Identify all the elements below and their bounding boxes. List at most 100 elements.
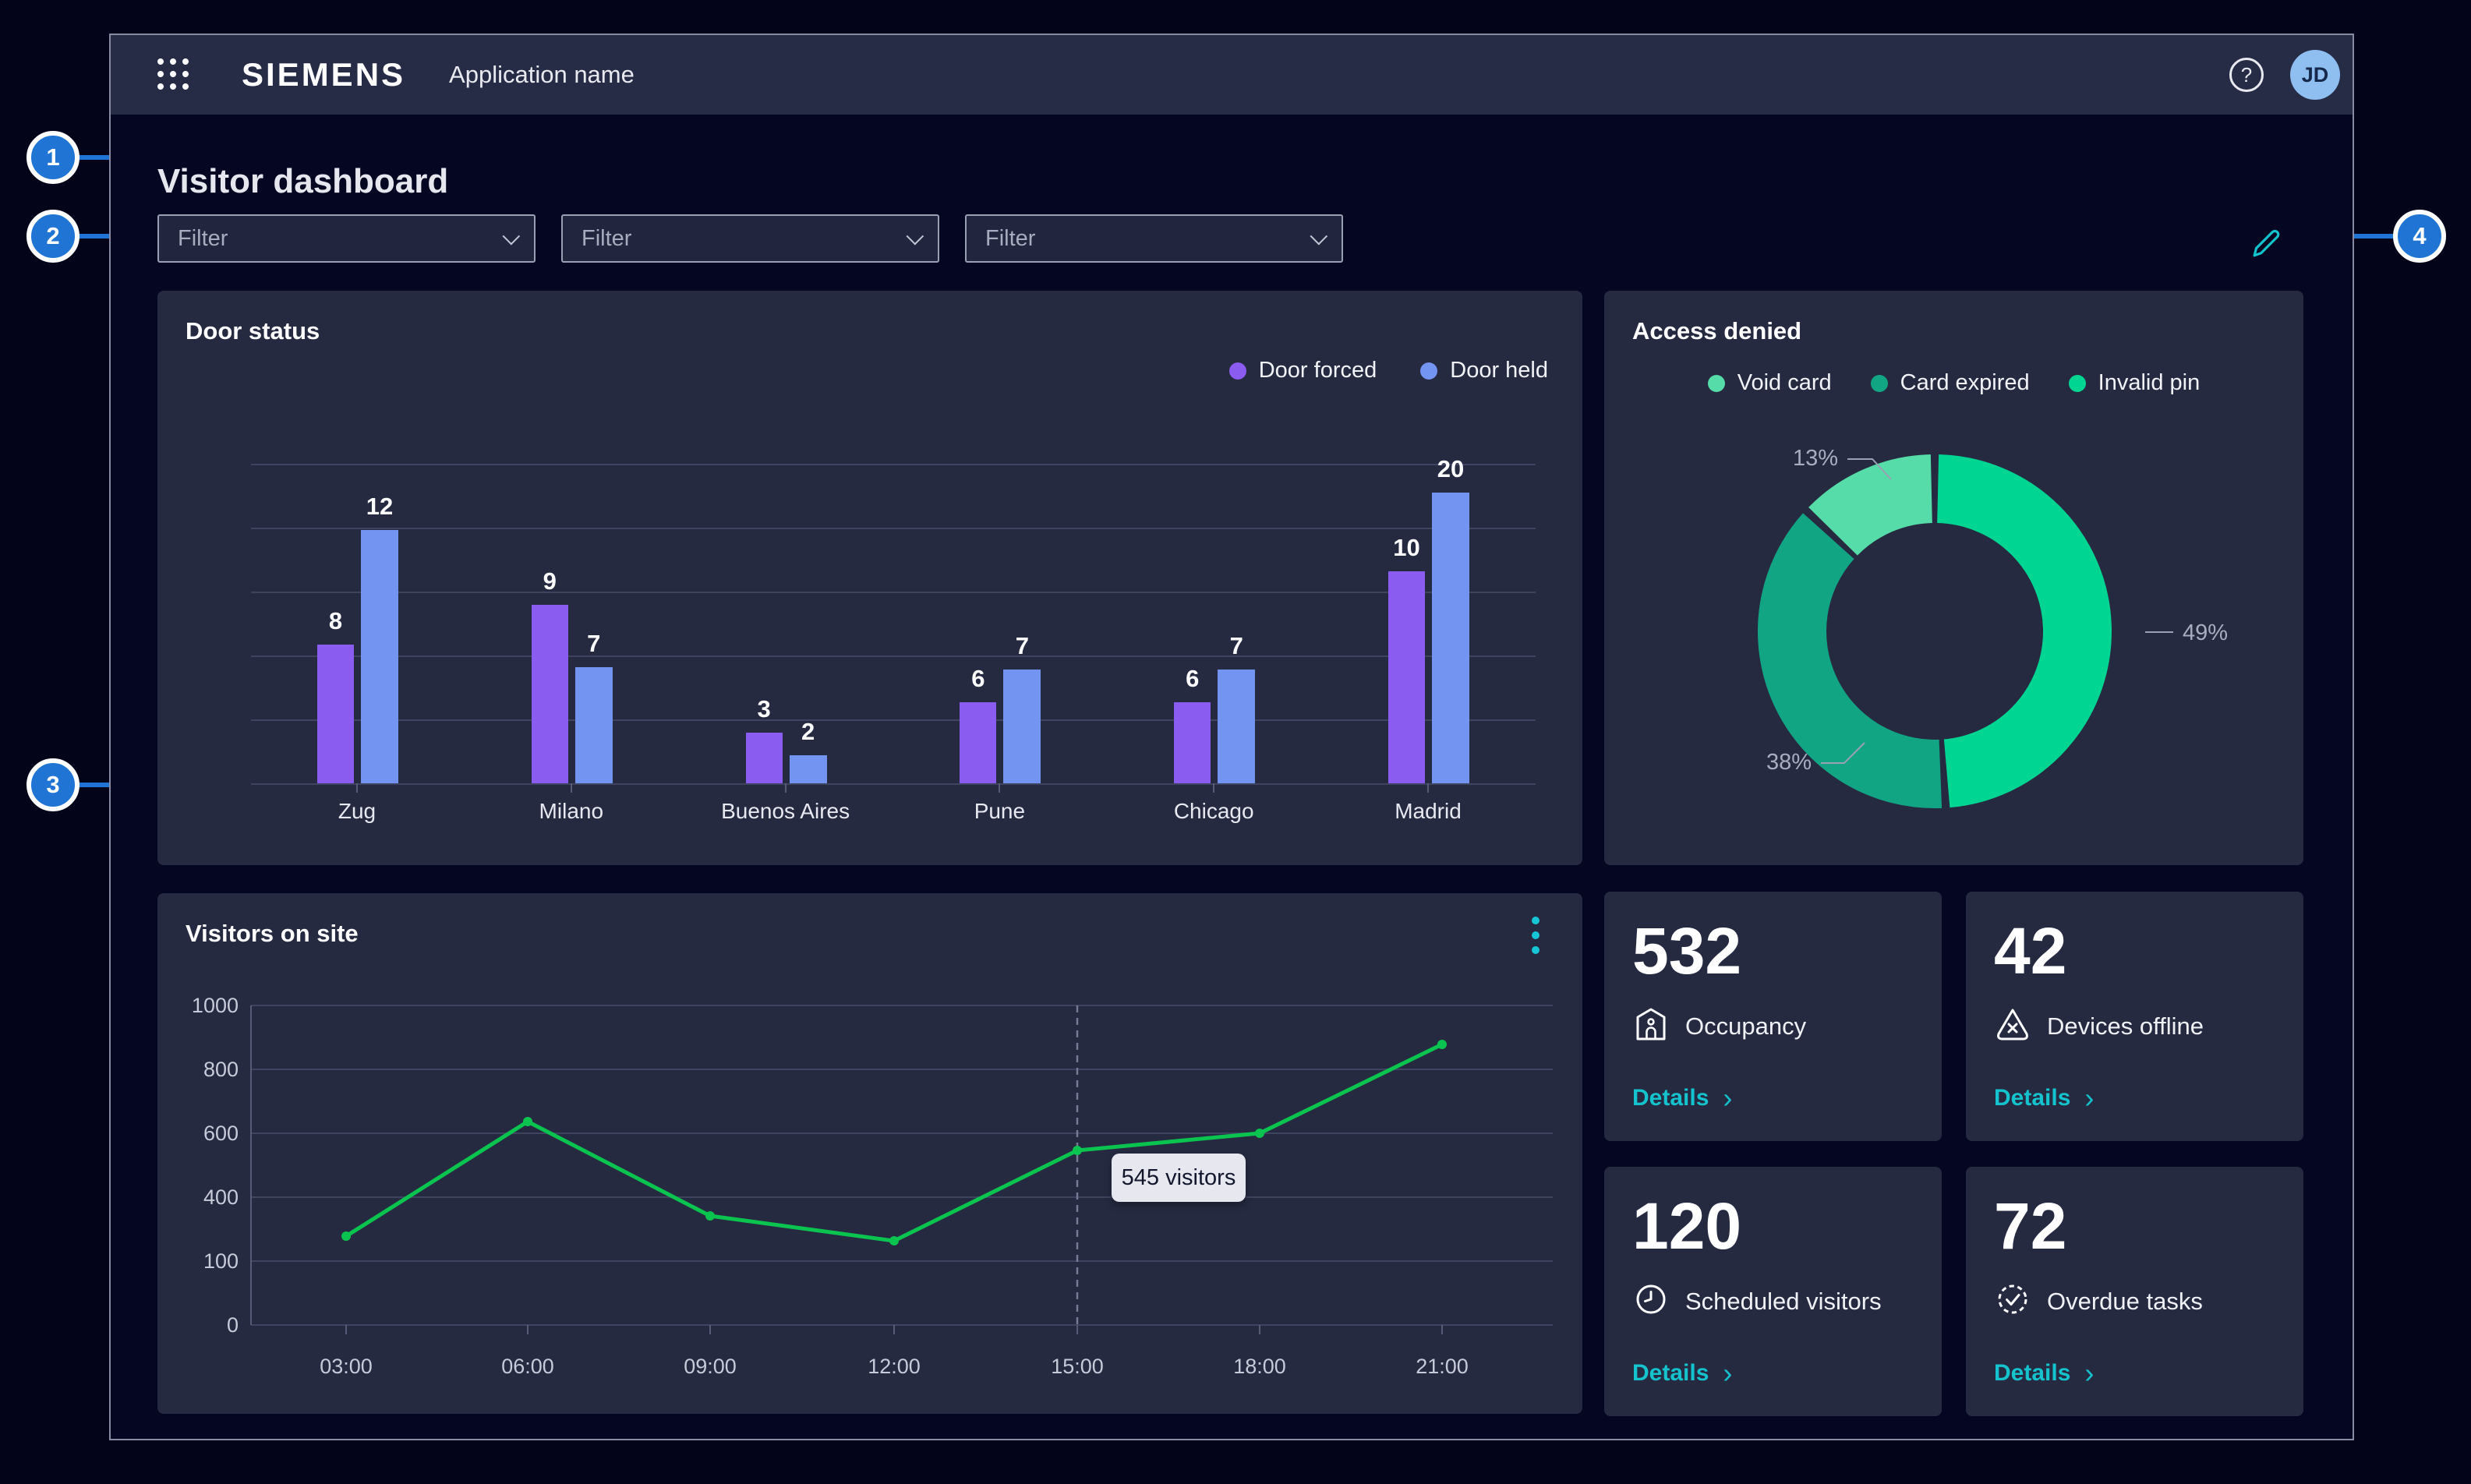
chevron-right-icon: › — [1723, 1082, 1733, 1114]
visitors-card: Visitors on site 1000 800 600 400 100 0 03:00 0… — [157, 893, 1582, 1414]
x-axis-tick — [356, 783, 358, 793]
kpi-value: 42 — [1994, 914, 2067, 988]
annotation-callout-4: 4 — [2393, 210, 2446, 263]
x-axis-tick — [999, 783, 1001, 793]
details-link[interactable]: Details › — [1994, 1082, 2095, 1114]
devices-offline-icon — [1994, 1005, 2031, 1047]
visitors-line-series — [344, 1042, 1444, 1243]
legend-item: Void card — [1707, 370, 1832, 396]
y-axis-label: 600 — [203, 1122, 239, 1145]
x-axis-tick — [784, 783, 787, 793]
legend-label: Door forced — [1258, 358, 1377, 383]
gridline — [251, 655, 1536, 657]
kpi-card-scheduled-visitors: 120 Scheduled visitors Details › — [1604, 1167, 1942, 1416]
bar-door-held-pune — [1003, 670, 1041, 783]
donut-percent-label: 38% — [1766, 750, 1812, 775]
bar-value-label: 7 — [1015, 632, 1030, 659]
x-axis-label: 21:00 — [1416, 1355, 1469, 1378]
kpi-label-row: Scheduled visitors — [1632, 1281, 1882, 1322]
data-point-marker — [889, 1236, 899, 1246]
legend-label: Card expired — [1900, 370, 2030, 395]
edit-dashboard-button[interactable] — [2243, 214, 2290, 261]
kpi-card-devices-offline: 42 Devices offline Details › — [1966, 892, 2303, 1141]
card-title: Access denied — [1632, 317, 1802, 344]
data-point-marker — [705, 1211, 715, 1221]
details-label: Details — [1632, 1085, 1709, 1111]
chevron-right-icon: › — [2084, 1082, 2095, 1114]
x-axis-tick — [1427, 783, 1429, 793]
legend-item: Card expired — [1870, 370, 2030, 396]
chevron-right-icon: › — [1723, 1357, 1733, 1389]
x-axis-label: Zug — [338, 799, 376, 823]
bar-value-label: 6 — [1186, 665, 1200, 692]
door-status-legend: Door forced Door held — [1228, 358, 1548, 383]
filter-dropdown-3[interactable]: Filter — [965, 214, 1343, 263]
filter-placeholder: Filter — [582, 225, 632, 251]
bar-door-held-buenos-aires — [789, 755, 827, 783]
bar-door-forced-madrid — [1388, 571, 1425, 783]
filter-placeholder: Filter — [178, 225, 228, 251]
overdue-tasks-icon — [1994, 1281, 2031, 1322]
x-axis-label: Pune — [974, 799, 1026, 823]
filter-dropdown-1[interactable]: Filter — [157, 214, 536, 263]
kpi-label-row: Overdue tasks — [1994, 1281, 2203, 1322]
access-denied-donut-chart: 13% 38% 49% — [1758, 446, 2228, 808]
x-axis-label: 12:00 — [868, 1355, 921, 1378]
annotation-callout-3: 3 — [27, 758, 80, 811]
annotation-callout-2: 2 — [27, 210, 80, 263]
data-point-marker — [1255, 1129, 1264, 1138]
donut-slice-card-expired — [1758, 513, 1943, 808]
details-label: Details — [1994, 1085, 2071, 1111]
scheduled-visitors-icon — [1632, 1281, 1670, 1322]
annotation-callout-1: 1 — [27, 131, 80, 184]
x-axis-label: 06:00 — [501, 1355, 554, 1378]
kpi-label-row: Devices offline — [1994, 1005, 2204, 1047]
access-denied-card: Access denied Void card Card expired Inval… — [1604, 291, 2303, 865]
x-axis-label: Buenos Aires — [721, 799, 850, 823]
chevron-down-icon — [906, 227, 924, 246]
y-axis-label: 400 — [203, 1185, 239, 1209]
x-axis-label: Milano — [539, 799, 604, 823]
kpi-value: 532 — [1632, 914, 1742, 988]
x-axis-label: 18:00 — [1233, 1355, 1286, 1378]
avatar[interactable]: JD — [2290, 50, 2340, 100]
filter-dropdown-2[interactable]: Filter — [561, 214, 939, 263]
bar-value-label: 3 — [757, 695, 771, 723]
legend-label: Void card — [1737, 370, 1832, 395]
details-link[interactable]: Details › — [1994, 1359, 2094, 1387]
y-axis-label: 1000 — [192, 994, 239, 1017]
details-link[interactable]: Details › — [1632, 1357, 1733, 1389]
callout-number: 4 — [2413, 222, 2427, 249]
card-menu-button[interactable] — [1520, 910, 1551, 960]
chevron-down-icon — [1310, 227, 1328, 246]
kpi-grid: 532 Occupancy Details › 42 Devices offline Det… — [1604, 892, 2303, 1416]
filter-placeholder: Filter — [985, 225, 1036, 251]
help-icon[interactable]: ? — [2229, 58, 2264, 92]
details-link[interactable]: Details › — [1632, 1082, 1733, 1114]
page-title: Visitor dashboard — [157, 162, 449, 201]
gridline — [251, 592, 1536, 593]
card-title: Door status — [186, 317, 320, 344]
x-axis-label: 03:00 — [320, 1355, 373, 1378]
y-axis-label: 0 — [227, 1313, 239, 1337]
data-point-marker — [1437, 1040, 1447, 1049]
callout-number: 2 — [46, 222, 60, 249]
donut-label-leader — [1847, 458, 1892, 480]
donut-percent-label: 49% — [2183, 620, 2228, 645]
bar-door-held-milano — [574, 667, 613, 783]
x-axis-label: Chicago — [1173, 799, 1254, 823]
bar-value-label: 6 — [971, 665, 985, 692]
bar-value-label: 12 — [366, 493, 394, 520]
access-denied-legend: Void card Card expired Invalid pin — [1604, 370, 2303, 396]
donut-slice-void-card — [1808, 454, 1934, 556]
callout-number: 3 — [46, 771, 60, 798]
legend-dot — [1707, 374, 1725, 392]
legend-label: Door held — [1450, 358, 1548, 383]
bar-door-forced-buenos-aires — [745, 733, 783, 783]
app-launcher-icon[interactable] — [157, 58, 190, 91]
bar-door-forced-chicago — [1174, 702, 1211, 783]
bar-door-forced-zug — [317, 645, 354, 783]
y-axis-label: 800 — [203, 1058, 239, 1081]
donut-percent-label: 13% — [1793, 446, 1838, 471]
